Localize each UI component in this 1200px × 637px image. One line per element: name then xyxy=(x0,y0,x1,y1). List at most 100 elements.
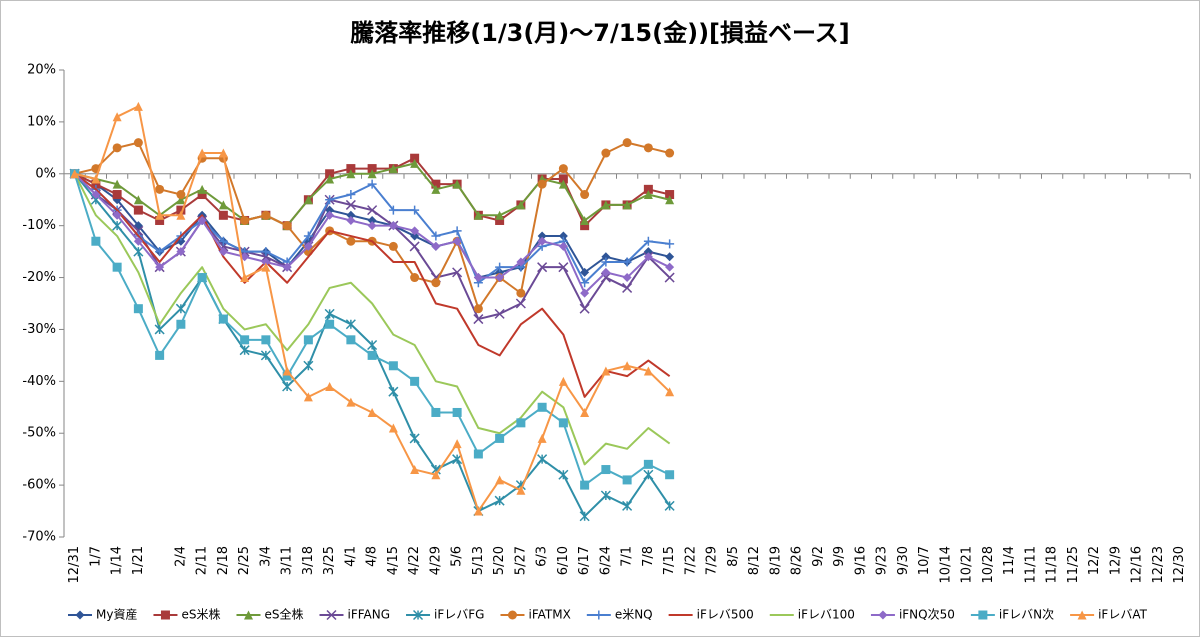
marker xyxy=(346,397,356,407)
marker xyxy=(197,273,207,283)
marker xyxy=(175,303,186,314)
marker xyxy=(388,164,398,174)
x-tick-label: 8/19 xyxy=(768,546,783,575)
marker xyxy=(176,190,186,200)
marker xyxy=(325,210,335,220)
marker xyxy=(261,247,271,257)
marker xyxy=(431,470,441,480)
legend-item: iFレバ100 xyxy=(769,608,855,622)
marker xyxy=(345,319,356,330)
marker xyxy=(558,469,569,480)
marker xyxy=(665,148,675,158)
marker xyxy=(665,252,675,262)
marker xyxy=(558,164,568,174)
legend-item: My資産 xyxy=(68,607,137,622)
marker xyxy=(601,252,611,262)
x-tick-label: 11/25 xyxy=(1066,546,1081,583)
marker xyxy=(409,241,420,252)
x-tick-label: 4/22 xyxy=(407,546,422,575)
x-tick-label: 6/24 xyxy=(598,546,613,575)
marker xyxy=(112,220,123,231)
marker xyxy=(176,210,186,220)
marker xyxy=(388,386,399,397)
marker xyxy=(664,500,675,511)
marker xyxy=(367,164,377,174)
x-tick-label: 8/5 xyxy=(726,546,741,567)
x-tick-label: 5/27 xyxy=(513,546,528,575)
marker xyxy=(665,470,675,480)
x-tick-label: 3/25 xyxy=(322,546,337,575)
x-tick-label: 7/8 xyxy=(641,546,656,567)
y-tick-label: -30% xyxy=(22,322,56,337)
marker xyxy=(410,158,420,168)
marker xyxy=(600,490,611,501)
marker xyxy=(495,262,505,272)
series-line xyxy=(73,173,671,466)
marker xyxy=(665,190,675,200)
marker xyxy=(75,610,85,620)
marker xyxy=(367,215,377,225)
x-tick-label: 10/14 xyxy=(938,546,953,583)
marker xyxy=(197,215,207,225)
series-line xyxy=(74,172,671,398)
marker xyxy=(346,164,356,174)
legend-item: iFFANG xyxy=(319,608,391,622)
legend-item: iFレバ500 xyxy=(668,608,754,622)
legend-item: e米NQ xyxy=(586,608,653,622)
marker xyxy=(91,190,101,200)
legend-label: e米NQ xyxy=(615,608,653,622)
marker xyxy=(622,361,632,371)
marker xyxy=(346,190,356,200)
x-tick-label: 6/3 xyxy=(535,546,550,567)
marker xyxy=(410,465,420,475)
x-tick-label: 11/4 xyxy=(1002,546,1017,575)
x-tick-label: 4/1 xyxy=(343,546,358,567)
y-tick-label: -40% xyxy=(22,374,56,389)
x-tick-label: 12/23 xyxy=(1151,546,1166,583)
marker xyxy=(133,195,143,205)
marker xyxy=(218,148,228,158)
marker xyxy=(155,247,165,257)
marker xyxy=(580,190,590,200)
marker xyxy=(978,610,988,620)
marker xyxy=(579,303,590,314)
x-tick-label: 12/9 xyxy=(1108,546,1123,575)
marker xyxy=(367,221,377,231)
marker xyxy=(112,210,122,220)
marker xyxy=(197,190,207,200)
marker xyxy=(282,221,292,231)
marker xyxy=(261,257,271,267)
y-tick-label: -10% xyxy=(22,218,56,233)
marker xyxy=(303,392,313,402)
marker xyxy=(431,407,441,417)
x-tick-label: 12/2 xyxy=(1087,546,1102,575)
marker xyxy=(367,179,377,189)
legend-label: iFATMX xyxy=(528,608,570,622)
x-tick-label: 5/20 xyxy=(492,546,507,575)
legend-label: iFFANG xyxy=(348,608,391,622)
marker xyxy=(176,247,186,257)
chart-title: 騰落率推移(1/3(月)～7/15(金))[損益ベース] xyxy=(350,19,850,47)
marker xyxy=(643,366,653,376)
marker xyxy=(303,360,314,371)
marker xyxy=(410,376,420,386)
marker xyxy=(643,143,653,153)
marker xyxy=(516,418,526,428)
marker xyxy=(594,610,604,620)
legend-label: iFレバAT xyxy=(1098,608,1148,622)
x-tick-label: 10/28 xyxy=(981,546,996,583)
marker xyxy=(367,169,377,179)
marker xyxy=(345,199,356,210)
marker xyxy=(431,231,441,241)
marker xyxy=(507,610,517,620)
x-tick-label: 2/11 xyxy=(195,546,210,575)
marker xyxy=(495,475,505,485)
marker xyxy=(431,179,441,189)
x-tick-label: 1/14 xyxy=(110,546,125,575)
marker xyxy=(303,335,313,345)
marker xyxy=(282,262,292,272)
x-tick-label: 2/18 xyxy=(216,546,231,575)
marker xyxy=(133,304,143,314)
marker xyxy=(133,246,144,257)
